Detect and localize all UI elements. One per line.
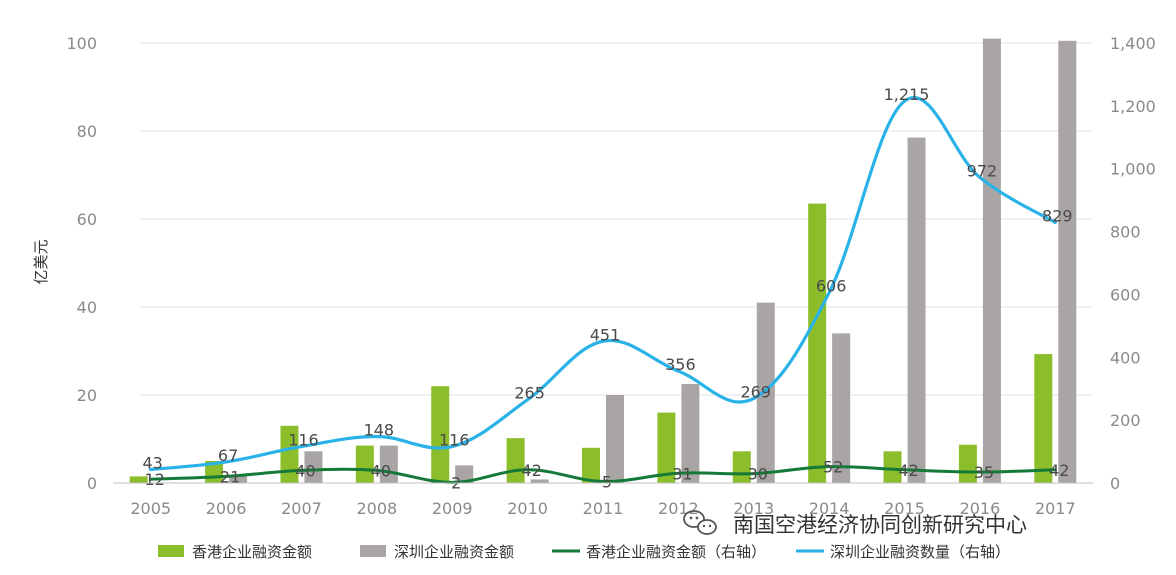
data-label: 42: [1049, 461, 1069, 480]
bar: [229, 476, 248, 483]
bar: [280, 425, 299, 483]
legend-label: 香港企业融资金额: [192, 543, 312, 561]
data-label: 31: [672, 464, 692, 483]
data-label: 451: [590, 325, 621, 344]
y-tick-label: 20: [77, 386, 97, 405]
data-label: 1,215: [884, 85, 930, 104]
bar: [355, 445, 374, 483]
bar: [582, 447, 600, 483]
x-tick-label: 2013: [733, 499, 774, 518]
y2-tick-label: 1,000: [1110, 160, 1156, 179]
data-label: 40: [295, 461, 315, 480]
y2-tick-label: 1,400: [1110, 34, 1156, 53]
x-tick-label: 2016: [960, 499, 1001, 518]
bar: [756, 302, 775, 483]
data-label: 43: [143, 453, 163, 472]
data-label: 67: [218, 446, 238, 465]
data-label: 12: [145, 470, 165, 489]
bar: [606, 395, 624, 483]
x-tick-label: 2017: [1035, 499, 1076, 518]
bar: [455, 465, 474, 483]
x-tick-label: 2007: [281, 499, 322, 518]
legend-label: 香港企业融资金额（右轴）: [586, 543, 766, 561]
data-label: 116: [288, 431, 319, 450]
y2-tick-label: 400: [1110, 348, 1141, 367]
y-tick-label: 60: [77, 210, 97, 229]
y2-tick-label: 1,200: [1110, 97, 1156, 116]
x-tick-label: 2010: [507, 499, 548, 518]
x-tick-label: 2011: [583, 499, 624, 518]
y-tick-label: 40: [77, 298, 97, 317]
wechat-icon: [683, 510, 717, 535]
bar: [530, 479, 549, 483]
x-tick-label: 2012: [658, 499, 699, 518]
x-tick-label: 2005: [130, 499, 171, 518]
y-tick-label: 0: [87, 474, 97, 493]
y2-tick-label: 0: [1110, 474, 1120, 493]
y2-tick-label: 200: [1110, 411, 1141, 430]
bar: [907, 137, 926, 483]
data-label: 356: [665, 355, 696, 374]
legend-swatch: [360, 545, 386, 557]
y-tick-label: 100: [66, 34, 97, 53]
axes: 0 20 40 60 80 100 0 200 400 600 800 1,000 1,200 1,400…: [32, 34, 1156, 518]
legend: 香港企业融资金额 深圳企业融资金额 香港企业融资金额（右轴） 深圳企业融资数量（右轴）: [158, 543, 1010, 561]
x-tick-label: 2006: [206, 499, 247, 518]
data-label: 40: [371, 461, 391, 480]
y2-tick-label: 800: [1110, 223, 1141, 242]
x-tick-label: 2009: [432, 499, 473, 518]
watermark-text: 南国空港经济协同创新研究中心: [733, 513, 1027, 537]
legend-label: 深圳企业融资数量（右轴）: [830, 543, 1010, 561]
bar: [129, 476, 148, 483]
lines: [149, 96, 1057, 484]
data-label: 148: [364, 420, 395, 439]
bars: [129, 38, 1077, 484]
x-tick-label: 2014: [809, 499, 850, 518]
data-label: 972: [967, 162, 998, 181]
bar: [304, 451, 323, 483]
x-tick-label: 2015: [884, 499, 925, 518]
data-label: 21: [220, 467, 240, 486]
y-tick-label: 80: [77, 122, 97, 141]
data-label: 42: [898, 461, 918, 480]
data-label: 265: [514, 384, 545, 403]
bar: [657, 412, 676, 483]
legend-swatch: [158, 545, 184, 557]
data-label: 269: [740, 382, 771, 401]
data-label: 5: [602, 472, 612, 491]
bar: [808, 203, 827, 483]
y-axis-title: 亿美元: [32, 239, 50, 284]
y2-tick-label: 600: [1110, 285, 1141, 304]
bar: [1058, 40, 1077, 484]
bar: [1034, 354, 1053, 483]
data-label: 42: [521, 461, 541, 480]
series-line: [149, 465, 1057, 484]
data-label: 52: [823, 458, 843, 477]
legend-label: 深圳企业融资金额: [394, 543, 514, 561]
watermark: 南国空港经济协同创新研究中心: [683, 510, 1027, 537]
data-label: 116: [439, 431, 470, 450]
data-label: 35: [974, 463, 994, 482]
data-label: 30: [748, 465, 768, 484]
x-tick-label: 2008: [356, 499, 397, 518]
gridlines: [140, 42, 1093, 396]
bar: [982, 38, 1001, 483]
bar: [681, 384, 700, 483]
series-line: [149, 96, 1057, 472]
data-label: 829: [1042, 206, 1073, 225]
bar: [832, 333, 851, 483]
bar: [883, 451, 902, 483]
bar: [431, 386, 450, 483]
data-label: 606: [816, 277, 847, 296]
